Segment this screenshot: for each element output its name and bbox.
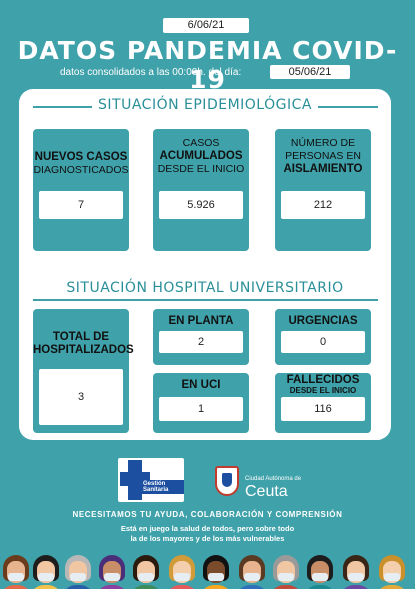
card-label: EN UCI <box>181 379 221 391</box>
consolidated-date: 05/06/21 <box>270 65 350 79</box>
card-label: DESDE EL INICIO <box>157 163 245 175</box>
divider <box>33 299 378 301</box>
person-icon <box>304 555 336 589</box>
logo-text: Gestión Sanitaria <box>140 480 184 494</box>
person-icon <box>166 555 198 589</box>
page-title: DATOS PANDEMIA COVID-19 <box>17 36 398 94</box>
card-casos-acumulados: CASOS ACUMULADOS DESDE EL INICIO 5.926 <box>153 129 249 251</box>
person-icon <box>376 555 408 589</box>
card-label: PERSONAS EN <box>285 150 361 162</box>
ceuta-de: de <box>294 476 302 482</box>
card-label: ACUMULADOS <box>159 150 243 162</box>
card-en-uci: EN UCI 1 <box>153 373 249 433</box>
person-icon <box>30 555 62 589</box>
footer-message: NECESITAMOS TU AYUDA, COLABORACIÓN Y COM… <box>72 510 343 519</box>
person-icon <box>200 555 232 589</box>
card-aislamiento: NÚMERO DE PERSONAS EN AISLAMIENTO 212 <box>275 129 371 251</box>
card-label: FALLECIDOS <box>286 374 360 386</box>
section-title-text: SITUACIÓN HOSPITAL UNIVERSITARIO <box>62 280 348 296</box>
card-label: AISLAMIENTO <box>283 163 363 175</box>
value-box: 3 <box>39 369 123 425</box>
card-label: HOSPITALIZADOS <box>33 344 134 356</box>
card-label: URGENCIAS <box>288 315 358 327</box>
value-box: 116 <box>281 397 365 421</box>
card-sublabel: DESDE EL INICIO <box>289 386 357 395</box>
card-label: CASOS <box>182 137 220 149</box>
footer-submessage-line: la de los mayores y de los más vulnerabl… <box>130 534 285 543</box>
people-illustration <box>0 543 415 589</box>
value-box: 0 <box>281 331 365 353</box>
consolidated-label: datos consolidados a las 00:00h. del día… <box>60 67 242 78</box>
person-icon <box>62 555 94 589</box>
ceuta-name: Ceuta <box>245 483 288 500</box>
footer-logos: Gestión Sanitaria Ciudad Autónoma de Ceu… <box>0 458 415 506</box>
footer-submessage-line: Está en juego la salud de todos, pero so… <box>120 524 295 533</box>
ceuta-logo: Ciudad Autónoma de Ceuta <box>215 460 325 504</box>
card-en-planta: EN PLANTA 2 <box>153 309 249 365</box>
card-label: NÚMERO DE <box>290 137 356 149</box>
person-icon <box>236 555 268 589</box>
card-fallecidos: FALLECIDOS DESDE EL INICIO 116 <box>275 373 371 433</box>
footer-submessage: Está en juego la salud de todos, pero so… <box>0 524 415 544</box>
section-title-text: SITUACIÓN EPIDEMIOLÓGICA <box>92 97 318 113</box>
shield-icon <box>215 466 239 496</box>
section-title-hospital: SITUACIÓN HOSPITAL UNIVERSITARIO <box>19 280 391 296</box>
value-box: 2 <box>159 331 243 353</box>
card-urgencias: URGENCIAS 0 <box>275 309 371 365</box>
gestion-sanitaria-logo: Gestión Sanitaria <box>118 458 184 502</box>
card-label: NUEVOS CASOS <box>34 151 128 163</box>
person-icon <box>0 555 32 589</box>
value-box: 7 <box>39 191 123 219</box>
card-label: EN PLANTA <box>168 315 234 327</box>
value-box: 1 <box>159 397 243 421</box>
card-total-hospitalizados: TOTAL DE HOSPITALIZADOS 3 <box>33 309 134 433</box>
report-date: 6/06/21 <box>163 18 249 33</box>
section-title-epidemiologica: SITUACIÓN EPIDEMIOLÓGICA <box>19 97 391 113</box>
card-label: DIAGNOSTICADOS <box>33 164 129 176</box>
person-icon <box>270 555 302 589</box>
person-icon <box>130 555 162 589</box>
stats-panel: SITUACIÓN EPIDEMIOLÓGICA NUEVOS CASOS DI… <box>19 89 391 440</box>
value-box: 5.926 <box>159 191 243 219</box>
person-icon <box>340 555 372 589</box>
value-box: 212 <box>281 191 365 219</box>
card-label: TOTAL DE <box>52 331 110 343</box>
person-icon <box>96 555 128 589</box>
ceuta-label: Ciudad Autónoma <box>245 476 293 482</box>
card-nuevos-casos: NUEVOS CASOS DIAGNOSTICADOS 7 <box>33 129 129 251</box>
